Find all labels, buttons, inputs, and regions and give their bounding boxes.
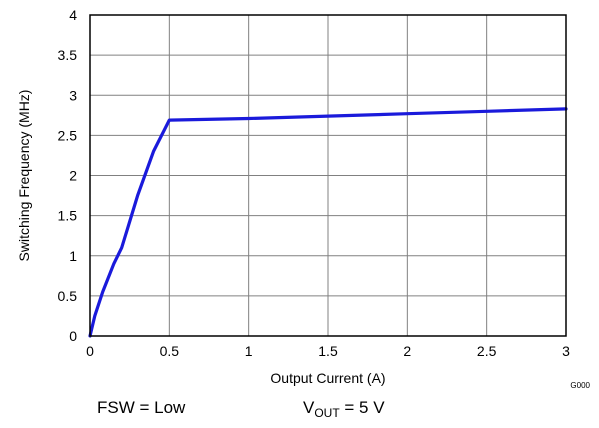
x-tick-label: 1.5 <box>318 343 338 359</box>
condition-vout: VOUT = 5 V <box>303 398 385 420</box>
x-axis-ticks: 0 0.5 1 1.5 2 2.5 3 <box>86 343 570 359</box>
x-tick-label: 3 <box>562 343 570 359</box>
x-tick-label: 0 <box>86 343 94 359</box>
y-tick-label: 0 <box>69 328 77 344</box>
y-tick-label: 3.5 <box>58 47 78 63</box>
series-line-0 <box>88 107 568 338</box>
chart: 0 0.5 1 1.5 2 2.5 3 0 0.5 1 1.5 2 2.5 3 3.5 4 Output C… <box>16 7 591 390</box>
y-tick-label: 1 <box>69 248 77 264</box>
y-axis-ticks: 0 0.5 1 1.5 2 2.5 3 3.5 4 <box>58 7 78 344</box>
x-tick-label: 0.5 <box>160 343 180 359</box>
y-tick-label: 0.5 <box>58 288 78 304</box>
x-axis-label: Output Current (A) <box>270 370 385 386</box>
x-tick-label: 2 <box>403 343 411 359</box>
series-group <box>88 107 568 338</box>
y-axis-label: Switching Frequency (MHz) <box>16 90 32 262</box>
vout-value: = 5 V <box>339 398 385 417</box>
y-tick-label: 1.5 <box>58 208 78 224</box>
y-tick-label: 4 <box>69 7 77 23</box>
y-tick-label: 3 <box>69 87 77 103</box>
y-tick-label: 2.5 <box>58 127 78 143</box>
plot-frame <box>89 14 567 337</box>
figure-code: G000 <box>570 381 590 390</box>
vout-subscript: OUT <box>314 406 340 420</box>
grid-lines <box>90 15 566 336</box>
x-tick-label: 1 <box>245 343 253 359</box>
condition-fsw: FSW = Low <box>97 398 186 417</box>
y-tick-label: 2 <box>69 168 77 184</box>
vout-symbol: V <box>303 398 315 417</box>
x-tick-label: 2.5 <box>477 343 497 359</box>
